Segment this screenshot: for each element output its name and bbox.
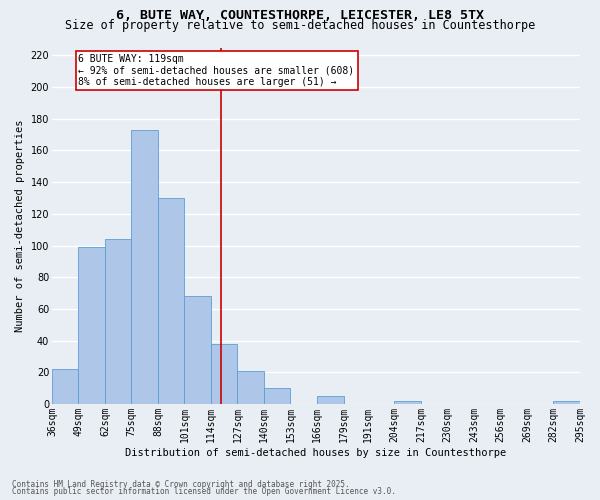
Text: Contains HM Land Registry data © Crown copyright and database right 2025.: Contains HM Land Registry data © Crown c… [12, 480, 350, 489]
Bar [79, 247, 105, 404]
Bar [317, 396, 344, 404]
Bar [238, 370, 264, 404]
Y-axis label: Number of semi-detached properties: Number of semi-detached properties [15, 120, 25, 332]
Text: 6 BUTE WAY: 119sqm
← 92% of semi-detached houses are smaller (608)
8% of semi-de: 6 BUTE WAY: 119sqm ← 92% of semi-detache… [79, 54, 355, 87]
Bar [105, 239, 131, 404]
Bar [131, 130, 158, 404]
Text: 6, BUTE WAY, COUNTESTHORPE, LEICESTER, LE8 5TX: 6, BUTE WAY, COUNTESTHORPE, LEICESTER, L… [116, 9, 484, 22]
Bar [394, 400, 421, 404]
X-axis label: Distribution of semi-detached houses by size in Countesthorpe: Distribution of semi-detached houses by … [125, 448, 506, 458]
Text: Size of property relative to semi-detached houses in Countesthorpe: Size of property relative to semi-detach… [65, 19, 535, 32]
Bar [184, 296, 211, 404]
Bar [158, 198, 184, 404]
Bar [264, 388, 290, 404]
Bar [211, 344, 238, 404]
Text: Contains public sector information licensed under the Open Government Licence v3: Contains public sector information licen… [12, 487, 396, 496]
Bar [52, 369, 79, 404]
Bar [553, 400, 580, 404]
